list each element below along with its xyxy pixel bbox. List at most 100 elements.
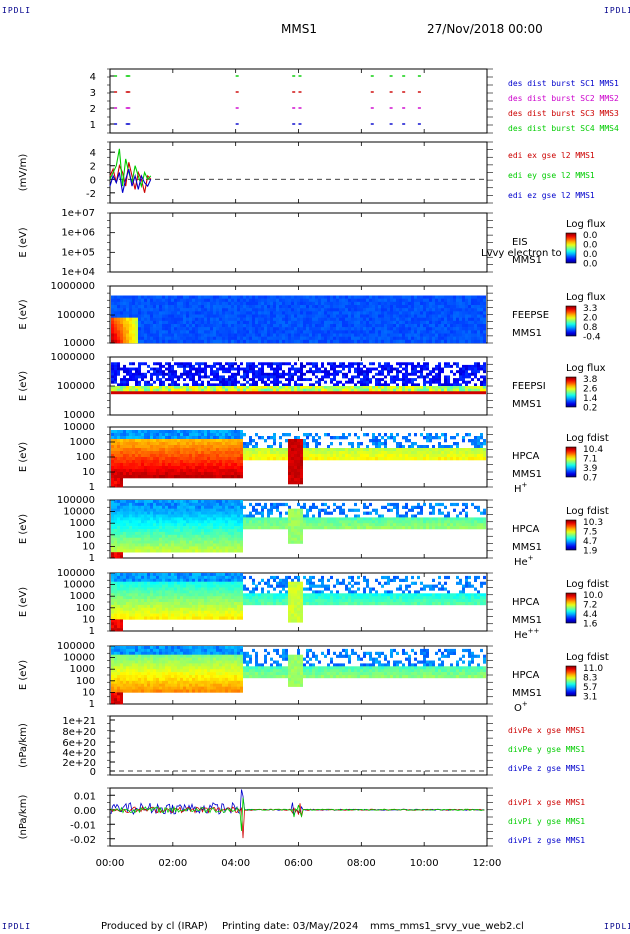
spectrogram-cell [447,388,450,392]
spectrogram-cell [474,311,477,315]
spectrogram-cell [405,317,408,322]
spectrogram-cell [111,502,114,507]
spectrogram-cell [291,454,294,458]
spectrogram-cell [237,364,240,368]
spectrogram-cell [273,301,276,306]
spectrogram-cell [165,442,168,446]
spectrogram-cell [117,445,120,449]
spectrogram-cell [165,454,168,458]
spectrogram-cell [282,383,285,387]
spectrogram-cell [219,457,222,461]
spectrogram-cell [297,475,300,479]
spectrogram-cell [237,457,240,461]
spectrogram-cell [426,320,429,325]
spectrogram-cell [384,320,387,325]
spectrogram-cell [162,436,165,440]
spectrogram-cell [468,339,471,344]
spectrogram-cell [309,308,312,312]
spectrogram-cell [351,324,354,328]
spectrogram-cell [420,370,423,374]
spectrogram-cell [246,324,249,328]
spectrogram-cell [438,457,441,461]
colorbar-title: Log flux [566,292,606,303]
spectrogram-cell [264,383,267,387]
spectrogram-cell [453,457,456,461]
spectrogram-cell [201,330,204,334]
spectrogram-cell [387,436,390,440]
spectrogram-cell [273,339,276,344]
spectrogram-cell [306,454,309,458]
spectrogram-cell [405,305,408,309]
spectrogram-cell [135,308,138,312]
spectrogram-cell [111,534,114,538]
spectrogram-cell [156,442,159,446]
colorbar-tick-label: 2.6 [583,385,598,395]
y-tick-label: 4 [90,148,96,159]
spectrogram-cell [423,436,426,440]
spectrogram-cell [153,367,156,371]
spectrogram-cell [165,508,168,512]
spectrogram-cell [288,388,291,392]
spectrogram-cell [306,339,309,344]
spectrogram-cell [438,367,441,371]
spectrogram-cell [111,375,114,379]
spectrogram-cell [408,457,411,461]
spectrogram-cell [432,391,435,395]
spectrogram-cell [228,317,231,322]
spectrogram-cell [156,505,159,509]
spectrogram-cell [162,511,165,515]
spectrogram-cell [360,333,363,337]
spectrogram-cell [210,475,213,479]
spectrogram-cell [432,336,435,341]
spectrogram-cell [189,362,192,366]
spectrogram-cell [198,362,201,366]
spectrogram-cell [156,549,159,553]
spectrogram-cell [423,314,426,318]
spectrogram-cell [453,301,456,306]
spectrogram-cell [339,436,342,440]
spectrogram-cell [183,472,186,476]
spectrogram-cell [390,333,393,337]
instrument-label: EIS [512,237,528,248]
spectrogram-cell [354,451,357,455]
spectrogram-cell [429,391,432,395]
spectrogram-cell [141,295,144,299]
y-tick-label: 1000000 [50,352,95,363]
spectrogram-cell [255,308,258,312]
spectrogram-cell [234,378,237,382]
spectrogram-cell [414,442,417,446]
spectrogram-cell [417,370,420,374]
spectrogram-cell [153,333,156,337]
spectrogram-cell [300,386,303,389]
spectrogram-cell [426,317,429,322]
spectrogram-cell [441,317,444,322]
spectrogram-cell [222,305,225,309]
spectrogram-cell [240,317,243,322]
spectrogram-cell [114,523,117,527]
spectrogram-cell [126,451,129,455]
spectrogram-cell [411,339,414,344]
spectrogram-cell [312,388,315,392]
spectrogram-cell [225,433,228,437]
spectrogram-cell [435,372,438,376]
spectrogram-cell [132,311,135,315]
corner-label-top-left: IPDLI [2,6,32,15]
spectrogram-cell [153,330,156,334]
spectrogram-cell [258,388,261,392]
spectrogram-cell [183,383,186,387]
spectrogram-cell [435,333,438,337]
spectrogram-cell [123,454,126,458]
spectrogram-cell [420,451,423,455]
spectrogram-cell [357,370,360,374]
spectrogram-cell [132,336,135,341]
spectrogram-cell [153,549,156,553]
spectrogram-cell [120,457,123,461]
spectrogram-cell [294,383,297,387]
spectrogram-cell [456,370,459,374]
spectrogram-cell [228,364,231,368]
spectrogram-cell [444,308,447,312]
spectrogram-cell [174,372,177,376]
spectrogram-cell [462,375,465,379]
spectrogram-cell [156,367,159,371]
spectrogram-cell [135,549,138,553]
